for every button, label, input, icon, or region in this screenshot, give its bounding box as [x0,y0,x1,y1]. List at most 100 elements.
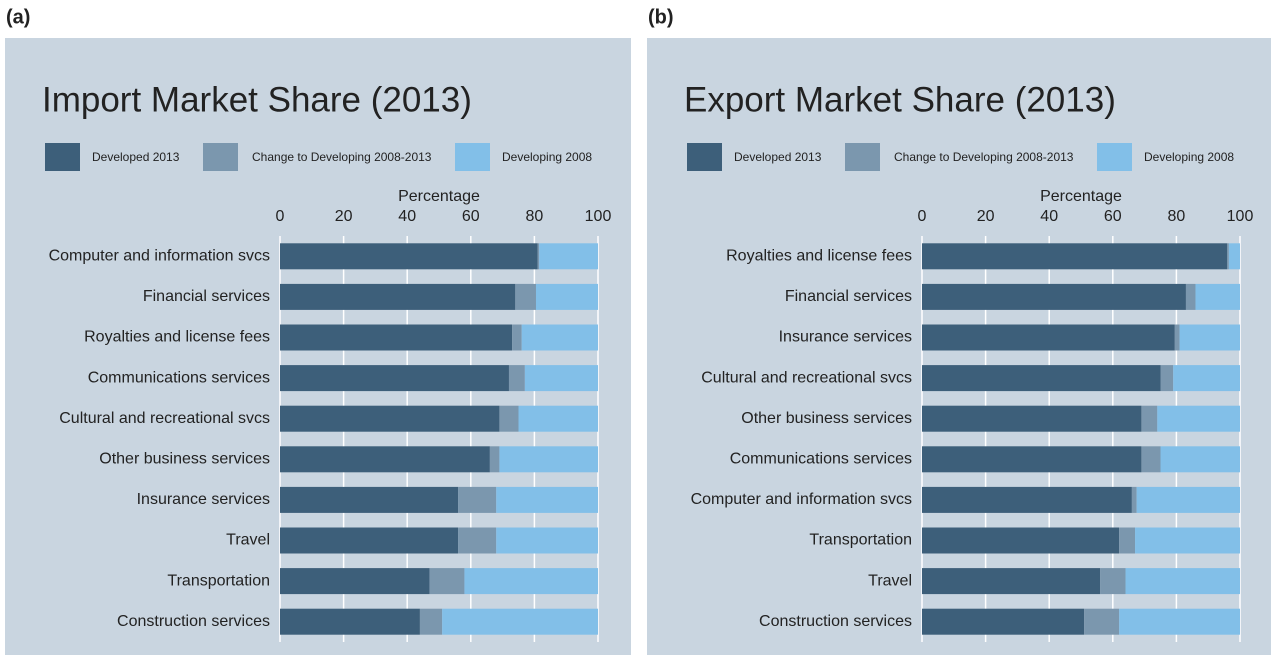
bar-segment [922,568,1101,595]
y-tick-label: Construction services [117,613,270,630]
bar-segment [499,405,519,432]
y-tick-label: Construction services [759,613,912,630]
bar-segment [537,243,540,270]
bar-segment [922,405,1142,432]
y-tick-label: Royalties and license fees [726,248,912,265]
bar-segment [521,324,598,351]
bar-segment [1160,365,1174,392]
legend-swatch [1097,143,1132,171]
legend-label: Developing 2008 [1144,150,1234,164]
x-tick-label: 20 [977,208,995,225]
bar-segment [1100,568,1126,595]
bar-segment [280,486,459,513]
bar-segment [280,527,459,554]
panel-label: (b) [648,6,674,28]
bar-segment [922,608,1085,635]
x-tick-label: 40 [1040,208,1058,225]
bar-segment [1185,283,1196,310]
bar-segment [458,527,497,554]
bar-segment [280,405,500,432]
bar-segment [280,243,538,270]
y-tick-label: Computer and information svcs [691,491,912,508]
x-axis-label: Percentage [398,188,480,205]
legend-label: Developed 2013 [734,150,822,164]
y-tick-label: Other business services [741,410,912,427]
y-tick-label: Cultural and recreational svcs [701,369,912,386]
x-tick-label: 20 [335,208,353,225]
bar-segment [1174,324,1180,351]
y-tick-label: Computer and information svcs [49,248,270,265]
bar-segment [1084,608,1120,635]
bar-segment [1119,527,1136,554]
legend-label: Change to Developing 2008-2013 [252,150,432,164]
bar-segment [1135,527,1240,554]
bar-segment [489,446,500,473]
y-tick-label: Cultural and recreational svcs [59,410,270,427]
x-tick-label: 80 [1168,208,1186,225]
bar-segment [280,365,509,392]
bar-segment [508,365,525,392]
bar-segment [1228,243,1240,270]
bar-segment [429,568,465,595]
legend-label: Developing 2008 [502,150,592,164]
bar-segment [280,324,513,351]
bar-segment [419,608,443,635]
bar-segment [280,283,516,310]
bar-segment [496,527,598,554]
bar-segment [1131,486,1137,513]
bar-segment [464,568,598,595]
chart-title: Export Market Share (2013) [684,80,1116,119]
x-tick-label: 80 [526,208,544,225]
bar-segment [515,283,536,310]
x-axis-label: Percentage [1040,188,1122,205]
bar-segment [1227,243,1229,270]
chart-title: Import Market Share (2013) [42,80,472,119]
y-tick-label: Financial services [143,288,270,305]
bar-segment [922,324,1175,351]
y-tick-label: Transportation [167,572,270,589]
bar-segment [442,608,598,635]
y-tick-label: Royalties and license fees [84,329,270,346]
y-tick-label: Financial services [785,288,912,305]
legend-swatch [203,143,238,171]
legend-swatch [455,143,490,171]
panel-label: (a) [6,6,30,28]
bar-segment [1136,486,1240,513]
legend-swatch [45,143,80,171]
legend-swatch [845,143,880,171]
bar-segment [280,446,490,473]
bar-segment [1125,568,1240,595]
bar-segment [922,486,1132,513]
bar-segment [512,324,522,351]
x-tick-label: 100 [585,208,612,225]
bar-segment [1195,283,1240,310]
x-tick-label: 60 [1104,208,1122,225]
legend-label: Developed 2013 [92,150,180,164]
bar-segment [280,568,430,595]
legend-swatch [687,143,722,171]
y-tick-label: Communications services [88,369,270,386]
x-tick-label: 40 [398,208,416,225]
y-tick-label: Travel [226,532,270,549]
bar-segment [535,283,598,310]
bar-segment [496,486,598,513]
bar-segment [458,486,497,513]
y-tick-label: Communications services [730,451,912,468]
bar-segment [1141,405,1158,432]
bar-segment [499,446,598,473]
bar-segment [1157,405,1240,432]
bar-segment [1173,365,1240,392]
bar-segment [524,365,598,392]
bar-segment [922,283,1186,310]
y-tick-label: Other business services [99,451,270,468]
bar-segment [922,365,1161,392]
bar-segment [1179,324,1240,351]
x-tick-label: 0 [918,208,927,225]
y-tick-label: Insurance services [137,491,270,508]
bar-segment [922,446,1142,473]
bar-segment [922,527,1120,554]
bar-segment [539,243,598,270]
bar-segment [1160,446,1240,473]
bar-segment [1119,608,1240,635]
